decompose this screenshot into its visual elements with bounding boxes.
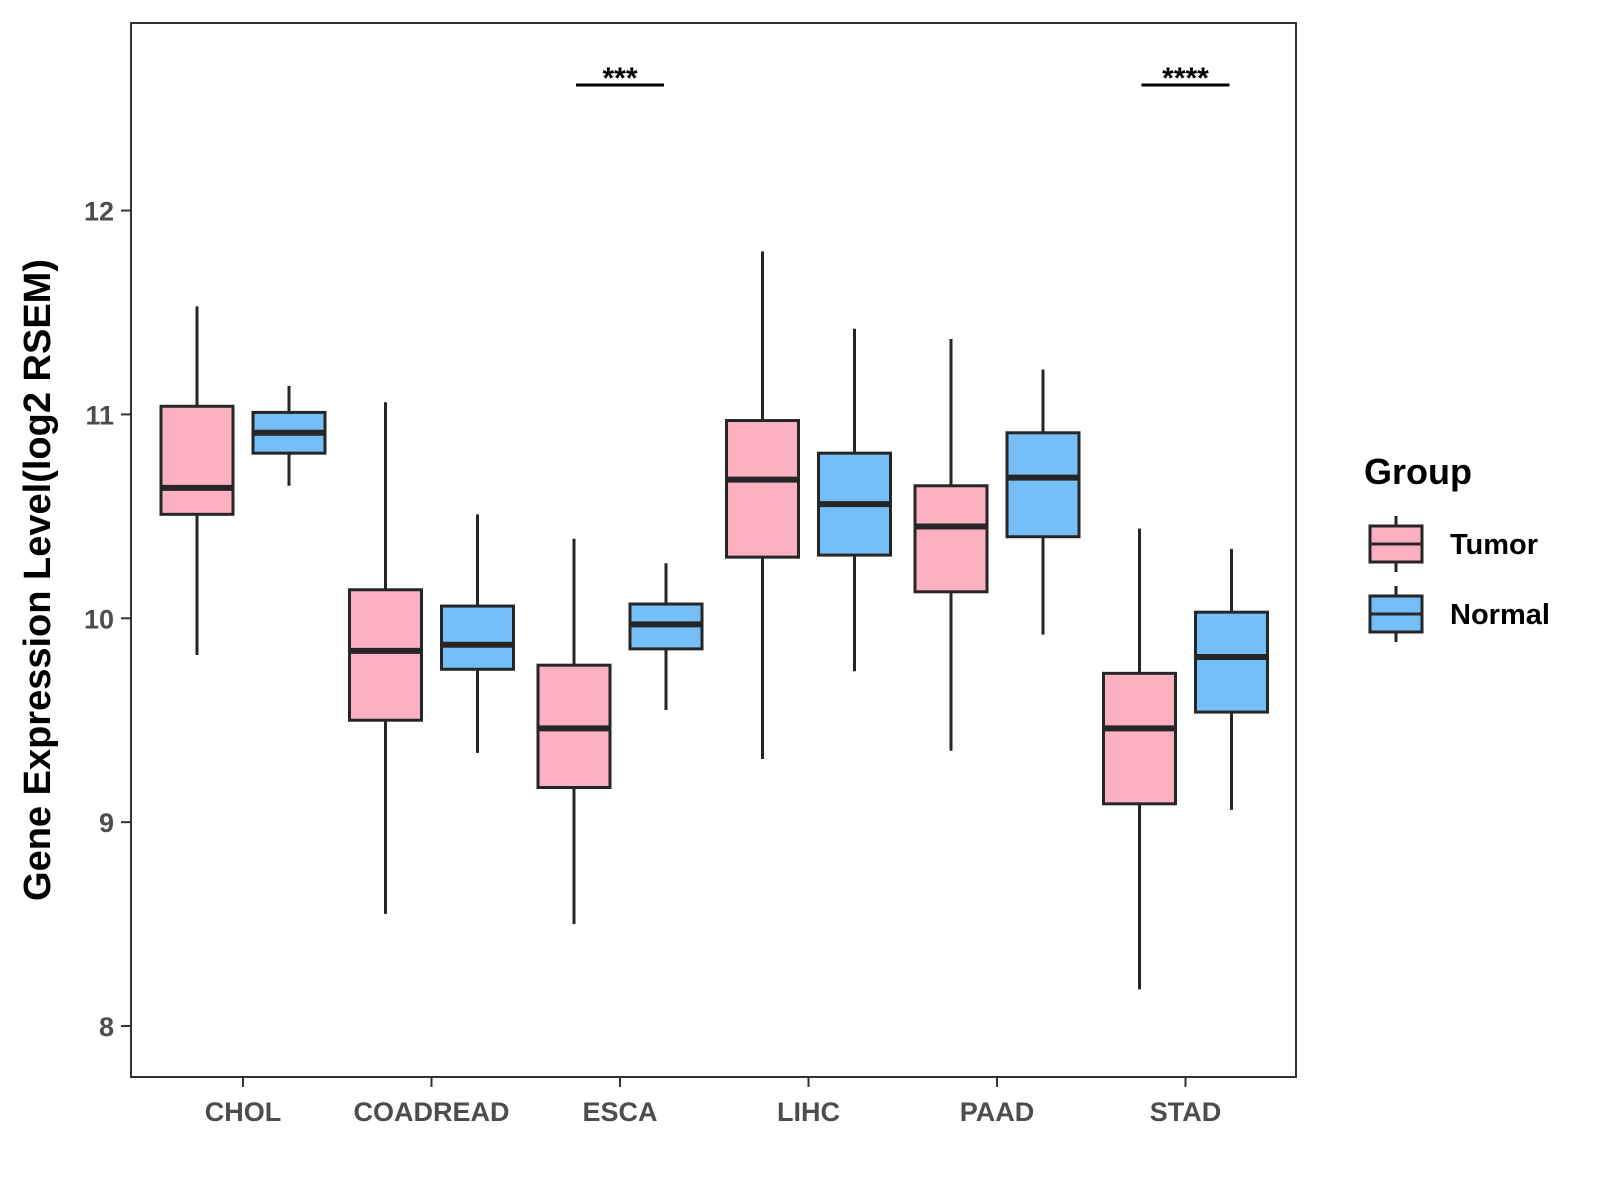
- box-normal-lihc: [817, 328, 892, 672]
- legend-label: Normal: [1450, 599, 1550, 631]
- box-normal-stad: [1194, 548, 1269, 810]
- plot-marks: *** ****: [159, 62, 1269, 990]
- legend-label: Tumor: [1450, 529, 1538, 561]
- box-normal-chol: [251, 385, 327, 486]
- y-tick-label: 8: [99, 1012, 114, 1042]
- box-tumor-paad: [913, 338, 989, 751]
- significance-annotation: ****: [1141, 62, 1230, 95]
- significance-label: ***: [602, 62, 637, 95]
- significance-label: ****: [1162, 62, 1209, 95]
- legend: Group Tumor Normal: [1364, 451, 1550, 642]
- box-tumor-lihc: [725, 251, 800, 759]
- box-tumor-stad: [1102, 528, 1177, 990]
- y-tick-label: 12: [84, 197, 114, 227]
- iqr-box: [913, 484, 989, 594]
- legend-key-normal: [1368, 586, 1424, 642]
- box-tumor-chol: [159, 306, 235, 655]
- iqr-box: [1194, 610, 1269, 714]
- y-tick-label: 10: [84, 604, 114, 634]
- box-normal-paad: [1005, 369, 1081, 635]
- box-tumor-coadread: [348, 402, 423, 914]
- axes: 8 9 10 11 12 CHOL COADREAD ESCA LIHC PAAD STAD: [84, 197, 1221, 1127]
- x-tick-label: LIHC: [777, 1097, 840, 1127]
- x-tick-label: STAD: [1150, 1097, 1222, 1127]
- box-normal-coadread: [440, 514, 515, 753]
- y-tick-label: 11: [85, 400, 114, 430]
- x-tick-label: PAAD: [960, 1097, 1035, 1127]
- iqr-box: [1102, 671, 1177, 806]
- box-tumor-esca: [536, 538, 612, 925]
- iqr-box: [159, 404, 235, 516]
- iqr-box: [348, 588, 423, 722]
- x-tick-label: CHOL: [205, 1097, 282, 1127]
- x-tick-label: COADREAD: [353, 1097, 509, 1127]
- box-normal-esca: [628, 563, 704, 711]
- iqr-box: [1005, 431, 1081, 539]
- legend-key-tumor: [1368, 516, 1424, 572]
- plot-panel-border: [130, 22, 1297, 1078]
- y-tick-label: 9: [99, 808, 114, 838]
- legend-title: Group: [1364, 451, 1472, 492]
- iqr-box: [440, 604, 515, 671]
- significance-annotation: ***: [576, 62, 664, 95]
- x-tick-label: ESCA: [582, 1097, 657, 1127]
- iqr-box: [725, 419, 800, 559]
- y-axis-title-group: Gene Expression Level(log2 RSEM): [17, 259, 59, 901]
- y-axis-title: Gene Expression Level(log2 RSEM): [17, 259, 59, 901]
